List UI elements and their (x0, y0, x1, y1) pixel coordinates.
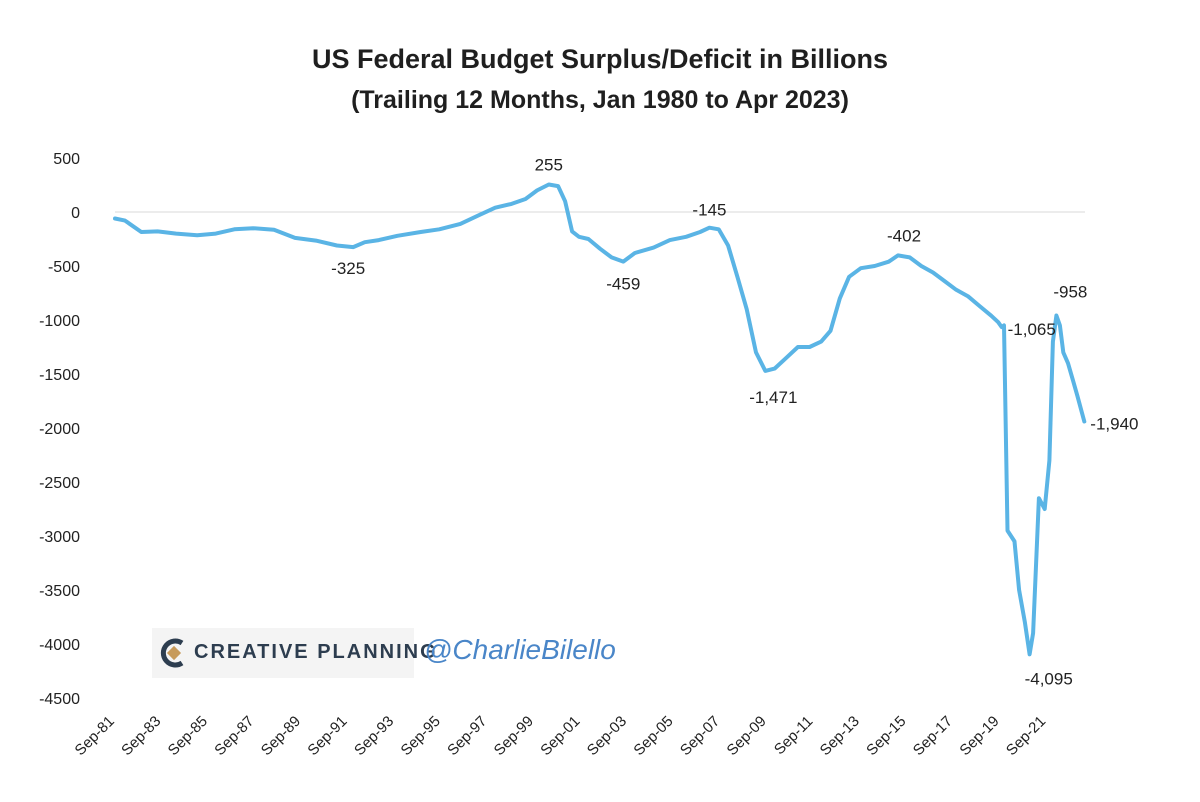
watermark-brand-box: CREATIVE PLANNING (152, 628, 436, 678)
x-tick-label: Sep-07 (677, 713, 723, 759)
data-label: -459 (606, 275, 640, 294)
data-label: -1,065 (1008, 320, 1056, 339)
x-tick-label: Sep-05 (630, 713, 676, 759)
x-tick-label: Sep-93 (351, 713, 397, 759)
x-tick-label: Sep-13 (817, 713, 863, 759)
x-tick-label: Sep-81 (72, 713, 118, 759)
x-tick-label: Sep-83 (118, 713, 164, 759)
x-tick-label: Sep-89 (258, 713, 304, 759)
y-tick-label: -4500 (39, 691, 80, 708)
data-label: -325 (331, 259, 365, 278)
series-line (113, 182, 1087, 657)
y-tick-label: -2000 (39, 421, 80, 438)
x-tick-label: Sep-97 (444, 713, 490, 759)
x-tick-label: Sep-01 (537, 713, 583, 759)
creative-planning-logo-icon (160, 638, 184, 668)
data-label: -145 (692, 201, 726, 220)
x-tick-label: Sep-99 (491, 713, 537, 759)
chart-subtitle: (Trailing 12 Months, Jan 1980 to Apr 202… (351, 86, 849, 114)
x-tick-label: Sep-85 (165, 713, 211, 759)
data-label: -1,940 (1090, 415, 1138, 434)
watermark-handle: @CharlieBilello (424, 634, 616, 665)
y-tick-label: -4000 (39, 637, 80, 654)
x-tick-label: Sep-91 (304, 713, 350, 759)
data-label: -4,095 (1025, 669, 1073, 688)
data-label: 255 (535, 155, 563, 174)
y-tick-label: -3000 (39, 529, 80, 546)
y-tick-label: -1500 (39, 367, 80, 384)
y-tick-label: -1000 (39, 313, 80, 330)
watermark: CREATIVE PLANNING @CharlieBilello (152, 628, 622, 678)
y-tick-label: -3500 (39, 583, 80, 600)
data-label: -958 (1053, 282, 1087, 301)
x-tick-label: Sep-09 (724, 713, 770, 759)
chart-title: US Federal Budget Surplus/Deficit in Bil… (311, 44, 889, 74)
data-label: -402 (887, 226, 921, 245)
y-tick-label: 0 (71, 205, 80, 222)
x-tick-label: Sep-11 (771, 713, 816, 758)
x-tick-label: Sep-95 (398, 713, 444, 759)
x-tick-label: Sep-03 (584, 713, 630, 759)
y-tick-label: -500 (48, 259, 80, 276)
x-tick-label: Sep-19 (956, 713, 1002, 759)
x-tick-label: Sep-17 (910, 713, 956, 759)
watermark-brand-name: CREATIVE PLANNING (194, 641, 438, 663)
y-tick-label: 500 (53, 151, 80, 168)
x-tick-label: Sep-87 (211, 713, 257, 759)
x-tick-label: Sep-21 (1003, 713, 1049, 759)
y-tick-label: -2500 (39, 475, 80, 492)
x-tick-label: Sep-15 (863, 713, 909, 759)
data-label: -1,471 (749, 388, 797, 407)
